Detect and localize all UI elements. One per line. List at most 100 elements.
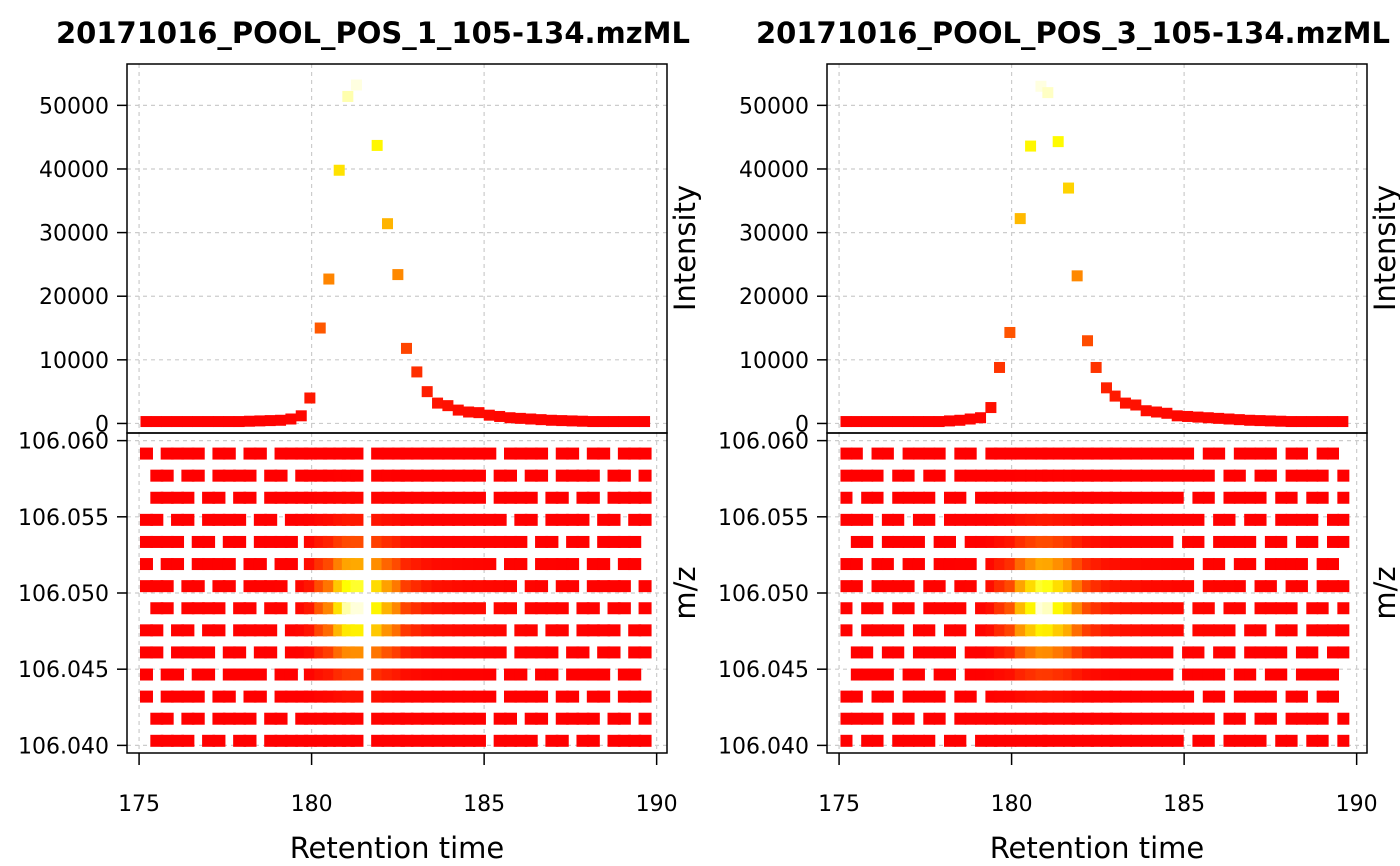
mz-point xyxy=(1130,624,1143,637)
mz-point xyxy=(1202,690,1215,703)
mz-point xyxy=(850,646,863,659)
mz-point xyxy=(933,447,946,460)
mz-point xyxy=(1119,734,1132,747)
mz-point xyxy=(1025,690,1038,703)
mz-point xyxy=(1213,447,1226,460)
mz-point xyxy=(954,602,967,615)
mz-point xyxy=(1213,668,1226,681)
mz-point xyxy=(566,712,580,725)
mz-point xyxy=(1140,535,1153,548)
mz-point xyxy=(912,690,925,703)
mz-point xyxy=(212,580,226,593)
mz-point xyxy=(1202,734,1215,747)
mz-point xyxy=(617,580,631,593)
intensity-point xyxy=(1171,410,1183,422)
mz-point xyxy=(1244,734,1257,747)
intensity-point xyxy=(275,414,287,426)
mz-point xyxy=(975,535,988,548)
intensity-point xyxy=(181,416,193,428)
mz-point xyxy=(1223,734,1236,747)
mz-point xyxy=(1285,712,1298,725)
mz-point xyxy=(322,646,336,659)
mz-point xyxy=(597,690,611,703)
mz-point xyxy=(1109,580,1122,593)
intensity-y-axis: 0 10000 20000 30000 40000 50000 xyxy=(39,94,127,437)
mz-point xyxy=(1052,690,1065,703)
mz-point xyxy=(160,690,174,703)
mz-point xyxy=(1090,469,1103,482)
mz-point xyxy=(400,712,414,725)
intensity-point xyxy=(192,416,204,428)
mz-point xyxy=(1052,734,1065,747)
mz-point xyxy=(617,602,631,615)
mz-point xyxy=(628,491,642,504)
mz-point xyxy=(566,558,580,571)
mz-point xyxy=(638,447,652,460)
mz-point xyxy=(504,447,518,460)
mz-point xyxy=(1213,646,1226,659)
mz-point xyxy=(350,668,364,681)
mz-point xyxy=(1213,580,1226,593)
mz-point xyxy=(421,602,435,615)
mz-point xyxy=(371,513,385,526)
mz-point xyxy=(1071,734,1084,747)
mz-point xyxy=(923,469,936,482)
mz-point xyxy=(1151,513,1164,526)
mz-point xyxy=(975,469,988,482)
mz-point xyxy=(1090,624,1103,637)
mz-point xyxy=(628,690,642,703)
mz-point xyxy=(421,469,435,482)
mz-point xyxy=(1275,602,1288,615)
intensity-point xyxy=(964,413,976,425)
mz-point xyxy=(1071,491,1084,504)
mz-point xyxy=(1223,712,1236,725)
mz-point xyxy=(850,469,863,482)
mz-point xyxy=(1014,690,1027,703)
mz-point xyxy=(524,513,538,526)
mz-point xyxy=(566,469,580,482)
mz-point xyxy=(1042,580,1055,593)
intensity-y-axis: 0 10000 20000 30000 40000 50000 xyxy=(739,94,827,437)
mz-point xyxy=(253,668,267,681)
mz-point xyxy=(514,491,528,504)
mz-point xyxy=(933,690,946,703)
mz-point xyxy=(1119,646,1132,659)
y-tick-label: 30000 xyxy=(739,222,809,247)
x-axis-label: Retention time xyxy=(990,831,1205,865)
mz-point xyxy=(912,734,925,747)
mz-point xyxy=(462,668,476,681)
mz-point xyxy=(1161,646,1174,659)
mz-point xyxy=(493,535,507,548)
mz-point xyxy=(1254,602,1267,615)
mz-point xyxy=(1161,602,1174,615)
mz-point xyxy=(322,668,336,681)
intensity-point xyxy=(1014,213,1026,225)
mz-point xyxy=(638,734,652,747)
mz-point xyxy=(1316,624,1329,637)
mz-point xyxy=(472,668,486,681)
mz-point xyxy=(638,712,652,725)
mz-point xyxy=(431,491,445,504)
mz-point xyxy=(1151,469,1164,482)
mz-point xyxy=(1140,491,1153,504)
intensity-point xyxy=(452,404,464,416)
mz-point xyxy=(1014,646,1027,659)
mz-point xyxy=(902,690,915,703)
mz-point xyxy=(597,646,611,659)
mz-point xyxy=(1306,513,1319,526)
mz-point xyxy=(994,734,1007,747)
x-tick-label: 180 xyxy=(291,792,333,817)
mz-point xyxy=(1182,690,1195,703)
mz-point xyxy=(431,646,445,659)
mz-point xyxy=(545,602,559,615)
mz-point xyxy=(1244,624,1257,637)
mz-point xyxy=(212,602,226,615)
mz-point xyxy=(303,734,317,747)
intensity-point xyxy=(1264,415,1276,427)
intensity-point xyxy=(333,164,345,176)
mz-point xyxy=(139,513,153,526)
mz-point xyxy=(303,712,317,725)
mz-point xyxy=(1042,535,1055,548)
mz-point xyxy=(441,513,455,526)
mz-point xyxy=(1130,602,1143,615)
